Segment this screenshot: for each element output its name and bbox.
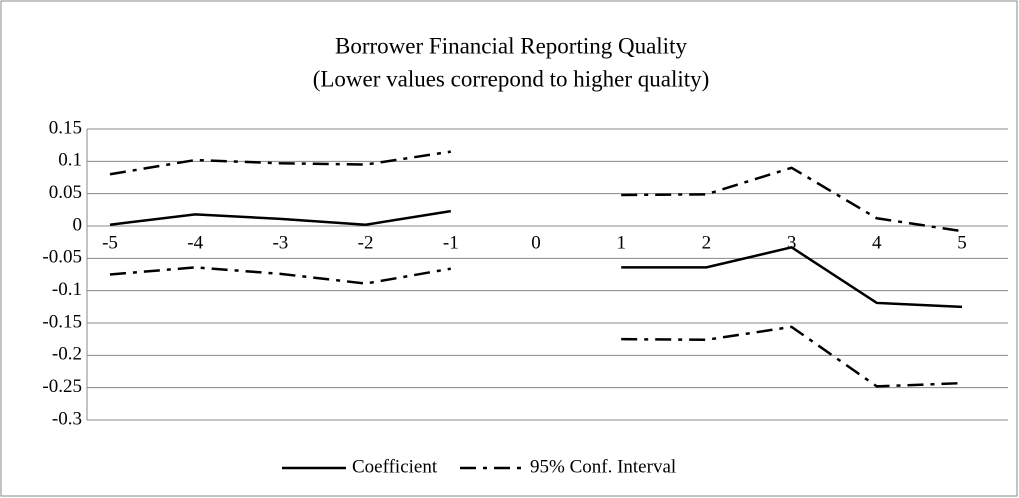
y-tick-label: -0.2 bbox=[52, 344, 82, 365]
y-tick-label: 0.1 bbox=[58, 150, 82, 171]
x-tick-label: -2 bbox=[358, 232, 374, 253]
y-tick-label: -0.15 bbox=[42, 311, 82, 332]
y-tick-label: -0.05 bbox=[42, 247, 82, 268]
y-tick-label: -0.1 bbox=[52, 279, 82, 300]
x-tick-label: 3 bbox=[787, 232, 797, 253]
y-tick-label: 0.05 bbox=[49, 182, 82, 203]
series-line bbox=[109, 266, 963, 388]
x-tick-label: -5 bbox=[102, 232, 118, 253]
chart-title: Borrower Financial Reporting Quality bbox=[335, 33, 687, 58]
x-tick-label: 1 bbox=[616, 232, 626, 253]
legend-label: Coefficient bbox=[352, 456, 438, 477]
x-tick-label: 2 bbox=[702, 232, 712, 253]
y-tick-label: 0 bbox=[73, 214, 83, 235]
x-tick-label: 0 bbox=[531, 232, 541, 253]
series-line bbox=[109, 150, 963, 233]
chart-subtitle: (Lower values correpond to higher qualit… bbox=[313, 66, 710, 91]
x-tick-label: -3 bbox=[272, 232, 288, 253]
x-tick-label: 5 bbox=[957, 232, 967, 253]
x-tick-label: 4 bbox=[872, 232, 882, 253]
y-tick-label: 0.15 bbox=[49, 117, 82, 138]
legend-label: 95% Conf. Interval bbox=[530, 456, 676, 477]
x-tick-label: -4 bbox=[187, 232, 203, 253]
series-line bbox=[109, 209, 963, 309]
y-tick-label: -0.3 bbox=[52, 408, 82, 429]
y-tick-label: -0.25 bbox=[42, 376, 82, 397]
x-tick-label: -1 bbox=[443, 232, 459, 253]
